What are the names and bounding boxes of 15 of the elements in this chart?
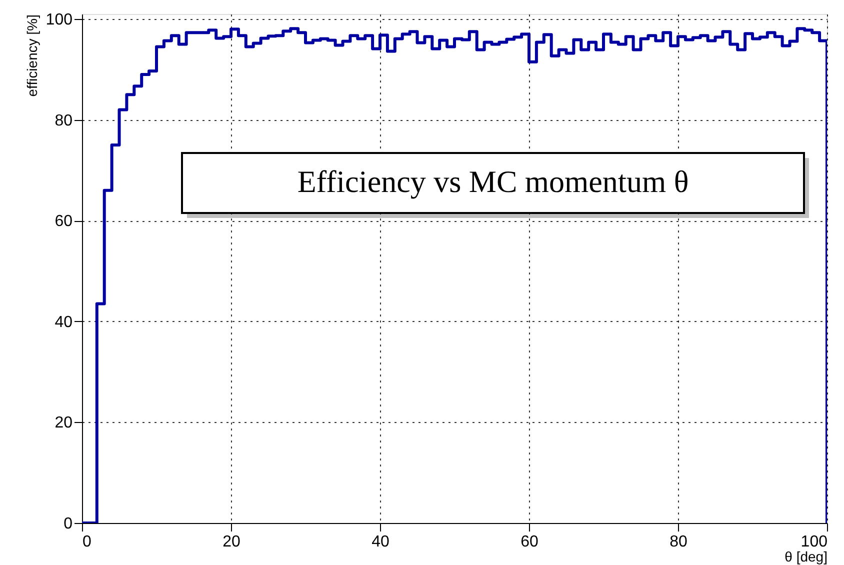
y-axis-title: efficiency [%] xyxy=(24,14,40,97)
y-tick-label: 0 xyxy=(64,516,73,532)
annotation: Efficiency vs MC momentum θ xyxy=(297,164,689,199)
y-tick-label: 100 xyxy=(46,12,73,29)
x-tick-label: 60 xyxy=(520,534,538,550)
y-tick-label: 40 xyxy=(54,314,73,331)
x-tick-label: 80 xyxy=(670,534,688,550)
x-tick-label: 20 xyxy=(222,534,240,550)
x-tick-label: 100 xyxy=(800,534,828,550)
y-tick-label: 20 xyxy=(54,414,73,432)
y-tick-label: 60 xyxy=(54,213,73,230)
x-tick-label: 0 xyxy=(82,534,92,550)
x-tick-label: 40 xyxy=(372,534,390,550)
x-axis-title: θ [deg] xyxy=(784,548,828,564)
y-tick-label: 80 xyxy=(54,112,73,130)
